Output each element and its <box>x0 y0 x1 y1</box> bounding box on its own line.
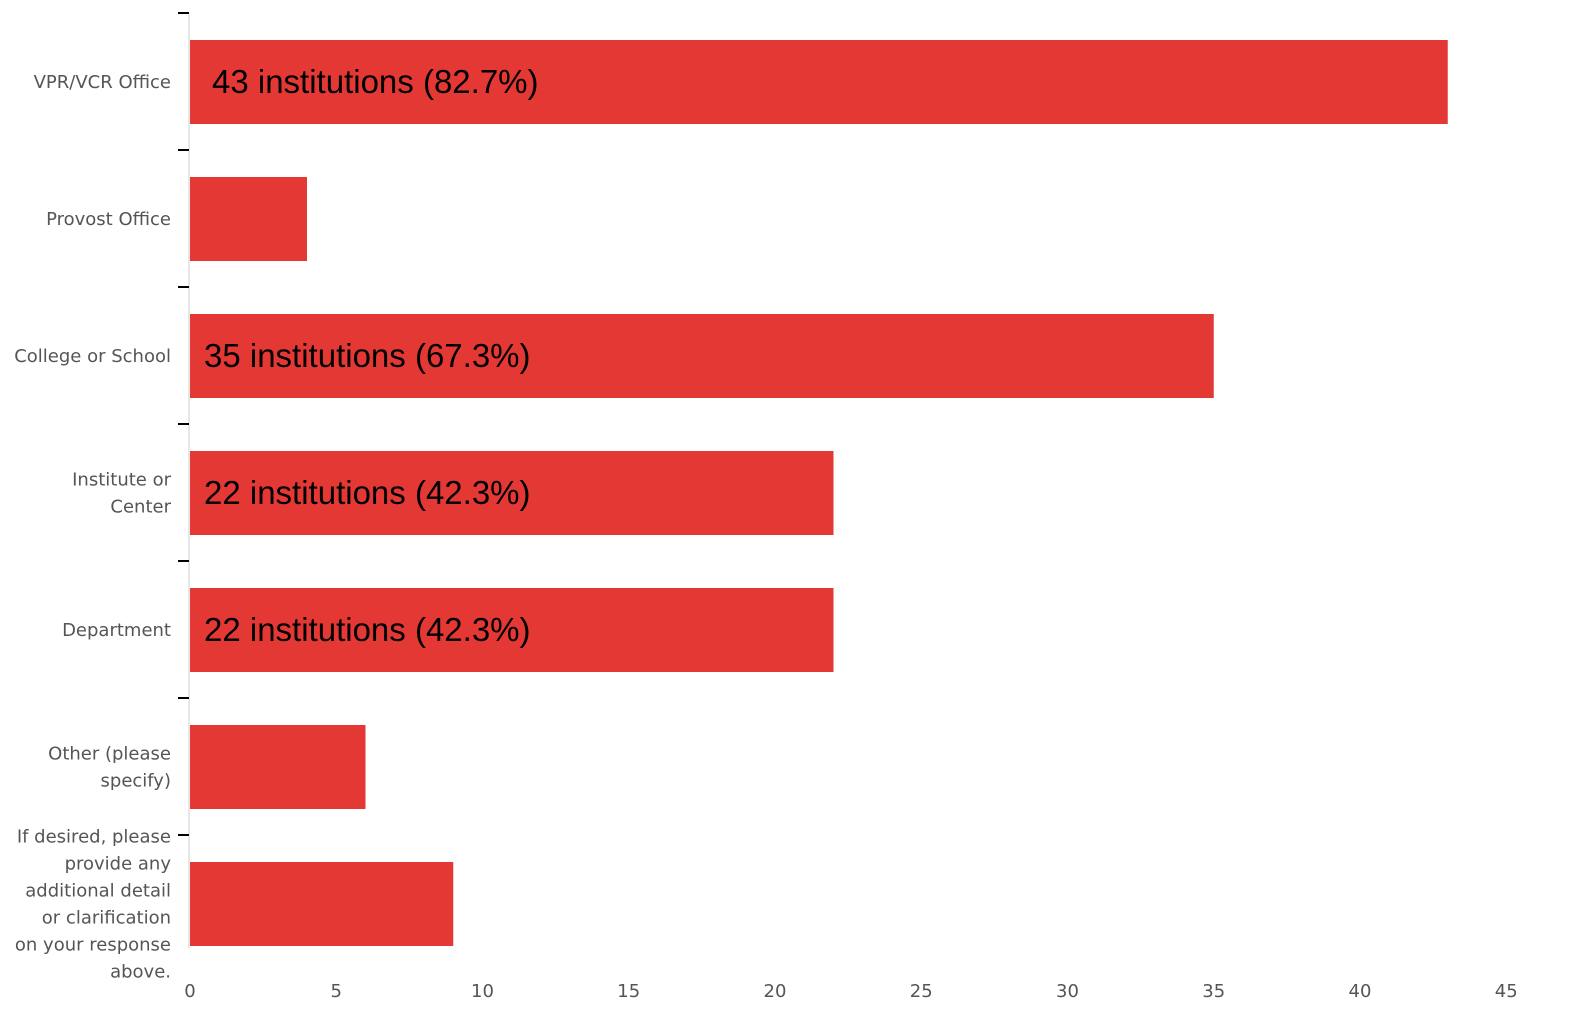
x-tick-label: 5 <box>331 981 342 1002</box>
category-label: VPR/VCR Office <box>34 72 171 93</box>
data-labels: 43 institutions (82.7%) 35 institutions (… <box>204 63 539 648</box>
bar <box>190 177 307 261</box>
x-tick-label: 0 <box>184 981 195 1002</box>
category-label: Institute or <box>72 470 171 491</box>
category-label: If desired, please <box>17 827 171 848</box>
x-tick-label: 10 <box>471 981 494 1002</box>
x-tick-label: 30 <box>1056 981 1079 1002</box>
category-label: Center <box>110 497 171 518</box>
x-tick-label: 25 <box>910 981 933 1002</box>
data-label: 35 institutions (67.3%) <box>204 337 531 374</box>
category-label: above. <box>110 962 171 983</box>
category-label: provide any <box>65 854 172 875</box>
category-label: or clarification <box>42 908 171 929</box>
category-label: on your response <box>15 935 171 956</box>
category-label: College or School <box>14 346 171 367</box>
bars <box>190 40 1448 946</box>
bar <box>190 862 454 946</box>
data-label: 22 institutions (42.3%) <box>204 474 531 511</box>
category-label: additional detail <box>25 881 171 902</box>
data-label: 43 institutions (82.7%) <box>212 63 539 100</box>
x-tick-label: 45 <box>1495 981 1518 1002</box>
bar <box>190 451 834 535</box>
category-label: specify) <box>101 771 171 792</box>
x-tick-label: 35 <box>1202 981 1225 1002</box>
bar <box>190 314 1214 398</box>
category-label: Other (please <box>48 744 171 765</box>
category-label: Provost Office <box>46 209 171 230</box>
x-tick-label: 20 <box>764 981 787 1002</box>
category-labels: VPR/VCR Office Provost Office College or S… <box>14 72 171 983</box>
category-label: Department <box>62 620 171 641</box>
bar <box>190 588 834 672</box>
data-label: 22 institutions (42.3%) <box>204 611 531 648</box>
x-tick-labels: 0 5 10 15 20 25 30 35 40 45 <box>184 981 1517 1002</box>
x-tick-label: 40 <box>1349 981 1372 1002</box>
bar <box>190 725 366 809</box>
x-tick-label: 15 <box>617 981 640 1002</box>
y-axis <box>178 12 190 948</box>
bar <box>190 40 1448 124</box>
